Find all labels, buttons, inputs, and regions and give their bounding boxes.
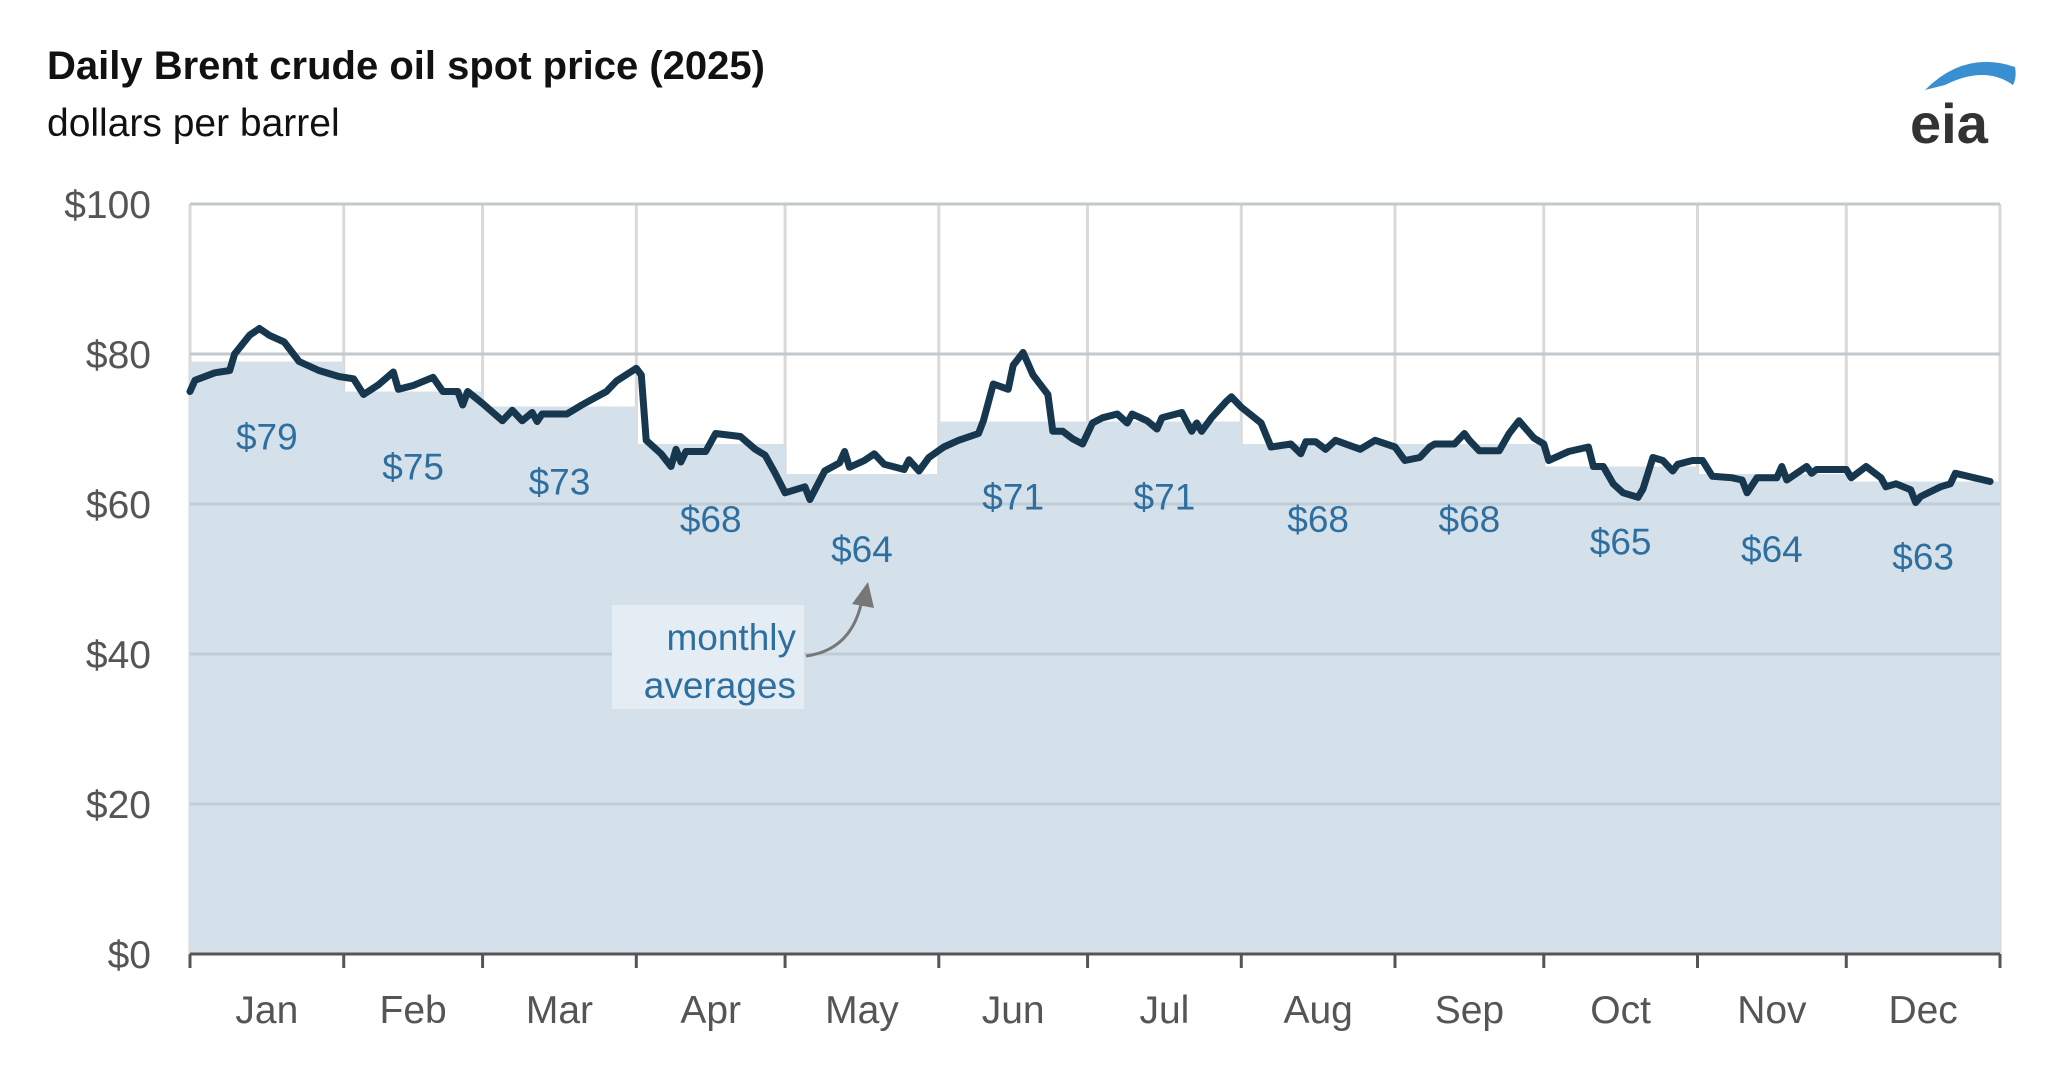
- x-tick-label: Sep: [1435, 989, 1504, 1032]
- monthly-average-bar: [482, 406, 637, 954]
- x-tick-label: Oct: [1590, 989, 1651, 1032]
- data-label: $68: [680, 499, 742, 540]
- monthly-average-bar: [785, 474, 939, 954]
- y-tick-label: $20: [86, 784, 151, 827]
- x-tick-label: Jun: [982, 989, 1045, 1032]
- annotation-text: monthly: [666, 617, 796, 658]
- data-label: $75: [382, 447, 444, 488]
- monthly-average-bar: [1087, 421, 1242, 954]
- data-label: $71: [982, 477, 1044, 518]
- data-label: $63: [1892, 537, 1954, 578]
- data-label: $71: [1134, 477, 1196, 518]
- chart-subtitle: dollars per barrel: [47, 102, 340, 145]
- monthly-average-bar: [1697, 474, 1847, 954]
- price-line: [186, 325, 1994, 506]
- x-tick-label: Dec: [1888, 989, 1957, 1032]
- monthly-average-bar: [1543, 466, 1698, 954]
- monthly-average-bar: [1395, 444, 1544, 954]
- x-tick-label: Nov: [1737, 989, 1807, 1032]
- x-tick-label: Mar: [526, 989, 593, 1032]
- data-label: $65: [1590, 522, 1652, 563]
- monthly-average-bar: [1846, 481, 2000, 954]
- svg-text:eia: eia: [1910, 92, 1989, 150]
- x-tick-label: Jan: [235, 989, 298, 1032]
- monthly-average-bar: [938, 421, 1088, 954]
- monthly-average-bar: [1241, 444, 1396, 954]
- data-label: $73: [529, 462, 591, 503]
- annotation-text: averages: [644, 665, 796, 706]
- x-tick-label: Jul: [1139, 989, 1189, 1032]
- data-label: $79: [236, 417, 298, 458]
- x-tick-label: Aug: [1283, 989, 1352, 1032]
- y-tick-label: $100: [64, 184, 151, 227]
- data-label: $64: [1741, 529, 1803, 570]
- monthly-average-bar: [343, 391, 483, 954]
- data-label: $68: [1287, 499, 1349, 540]
- data-label: $68: [1439, 499, 1501, 540]
- x-tick-label: May: [825, 989, 899, 1032]
- eia-logo: eia: [1910, 61, 2016, 150]
- logo-swoosh-icon: [1925, 61, 2016, 90]
- y-tick-label: $40: [86, 634, 151, 677]
- annotation-arrow: [805, 599, 864, 658]
- annotation-box: [612, 605, 804, 709]
- y-tick-label: $80: [86, 334, 151, 377]
- monthly-average-bar: [190, 361, 344, 954]
- y-tick-label: $60: [86, 484, 151, 527]
- data-label: $64: [831, 529, 893, 570]
- x-tick-label: Feb: [380, 989, 447, 1032]
- annotation-arrowhead-icon: [852, 582, 874, 608]
- y-tick-label: $0: [108, 934, 151, 977]
- x-tick-label: Apr: [680, 989, 741, 1032]
- chart-title: Daily Brent crude oil spot price (2025): [47, 44, 765, 88]
